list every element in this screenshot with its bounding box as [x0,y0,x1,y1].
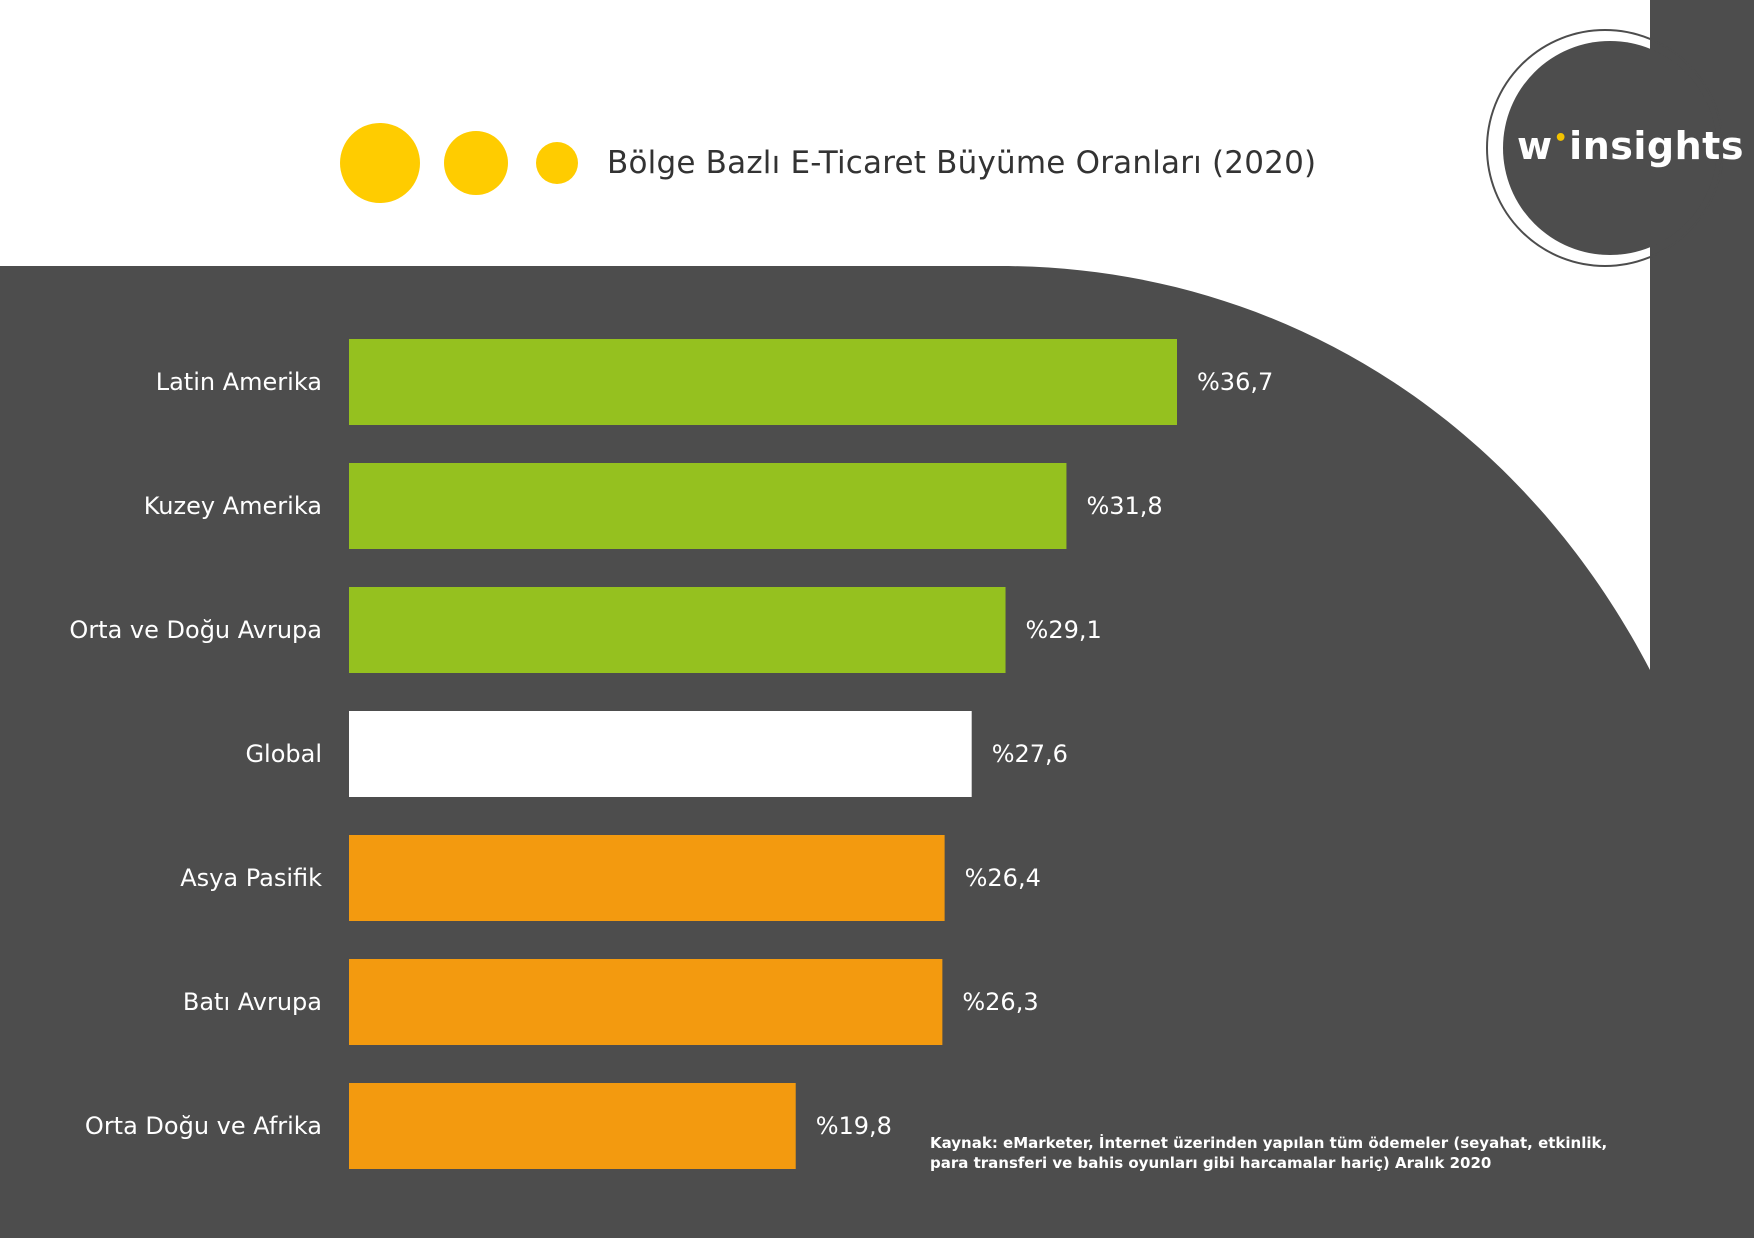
yellow-dot-medium-icon [444,131,508,195]
value-label-orta-do-u-ve-afrika: %19,8 [816,1112,892,1140]
category-label-global: Global [245,740,322,768]
bar-bat-avrupa [349,959,943,1045]
bar-orta-ve-do-u-avrupa [349,587,1006,673]
source-line-1: Kaynak: eMarketer, İnternet üzerinden ya… [930,1134,1608,1152]
value-label-asya-pasifik: %26,4 [965,864,1041,892]
category-label-orta-ve-do-u-avrupa: Orta ve Doğu Avrupa [69,616,322,644]
source-line-2: para transferi ve bahis oyunları gibi ha… [930,1154,1492,1172]
logo-disc [1503,41,1717,255]
page-title: Bölge Bazlı E-Ticaret Büyüme Oranları (2… [607,145,1317,181]
yellow-dot-small-icon [536,142,578,184]
category-label-orta-do-u-ve-afrika: Orta Doğu ve Afrika [85,1112,322,1140]
source-note: Kaynak: eMarketer, İnternet üzerinden ya… [930,1133,1610,1173]
logo-dot: • [1553,126,1569,151]
bar-orta-do-u-ve-afrika [349,1083,796,1169]
value-label-global: %27,6 [992,740,1068,768]
value-label-orta-ve-do-u-avrupa: %29,1 [1026,616,1102,644]
logo-insights: insights [1569,124,1744,168]
bottom-strip [0,1238,1754,1241]
bar-latin-amerika [349,339,1177,425]
bar-kuzey-amerika [349,463,1067,549]
logo-w: w [1517,124,1553,168]
bar-global [349,711,972,797]
white-curve [1000,266,1754,670]
category-label-kuzey-amerika: Kuzey Amerika [144,492,322,520]
winsights-logo: w•insights [1517,124,1744,168]
value-label-bat-avrupa: %26,3 [962,988,1038,1016]
category-label-asya-pasifik: Asya Pasifik [180,864,322,892]
value-label-latin-amerika: %36,7 [1197,368,1273,396]
category-label-latin-amerika: Latin Amerika [156,368,322,396]
yellow-dot-large-icon [340,123,420,203]
value-label-kuzey-amerika: %31,8 [1086,492,1162,520]
logo-outer-ring [1486,29,1724,267]
bar-asya-pasifik [349,835,945,921]
category-label-bat-avrupa: Batı Avrupa [183,988,322,1016]
